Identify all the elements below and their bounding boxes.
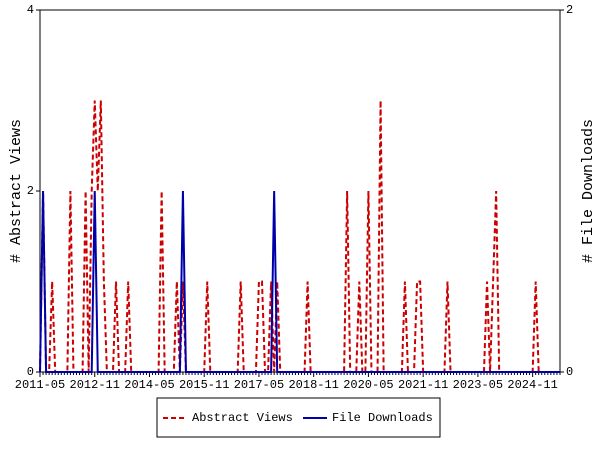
y-tick-label: 4 bbox=[27, 3, 34, 17]
x-tick-label: 2011-05 bbox=[15, 378, 65, 392]
y2-tick-label: 0 bbox=[566, 365, 573, 379]
legend-label: File Downloads bbox=[332, 411, 433, 425]
y-tick-label: 0 bbox=[27, 365, 34, 379]
series-line bbox=[39, 190, 560, 373]
x-tick-label: 2018-11 bbox=[288, 378, 338, 392]
y2-tick-label: 2 bbox=[566, 3, 573, 17]
x-tick-label: 2015-11 bbox=[179, 378, 229, 392]
x-tick-label: 2021-11 bbox=[398, 378, 448, 392]
x-tick-label: 2017-05 bbox=[234, 378, 284, 392]
legend-box bbox=[156, 397, 441, 438]
x-tick-label: 2020-05 bbox=[343, 378, 393, 392]
legend-label: Abstract Views bbox=[192, 411, 293, 425]
y-tick-label: 2 bbox=[27, 184, 34, 198]
y-axis-title: # Abstract Views bbox=[8, 119, 25, 263]
x-tick-label: 2012-11 bbox=[70, 378, 120, 392]
y2-axis-title: # File Downloads bbox=[580, 119, 597, 263]
x-tick-label: 2023-05 bbox=[453, 378, 503, 392]
x-tick-label: 2014-05 bbox=[124, 378, 174, 392]
x-tick-label: 2024-11 bbox=[507, 378, 557, 392]
